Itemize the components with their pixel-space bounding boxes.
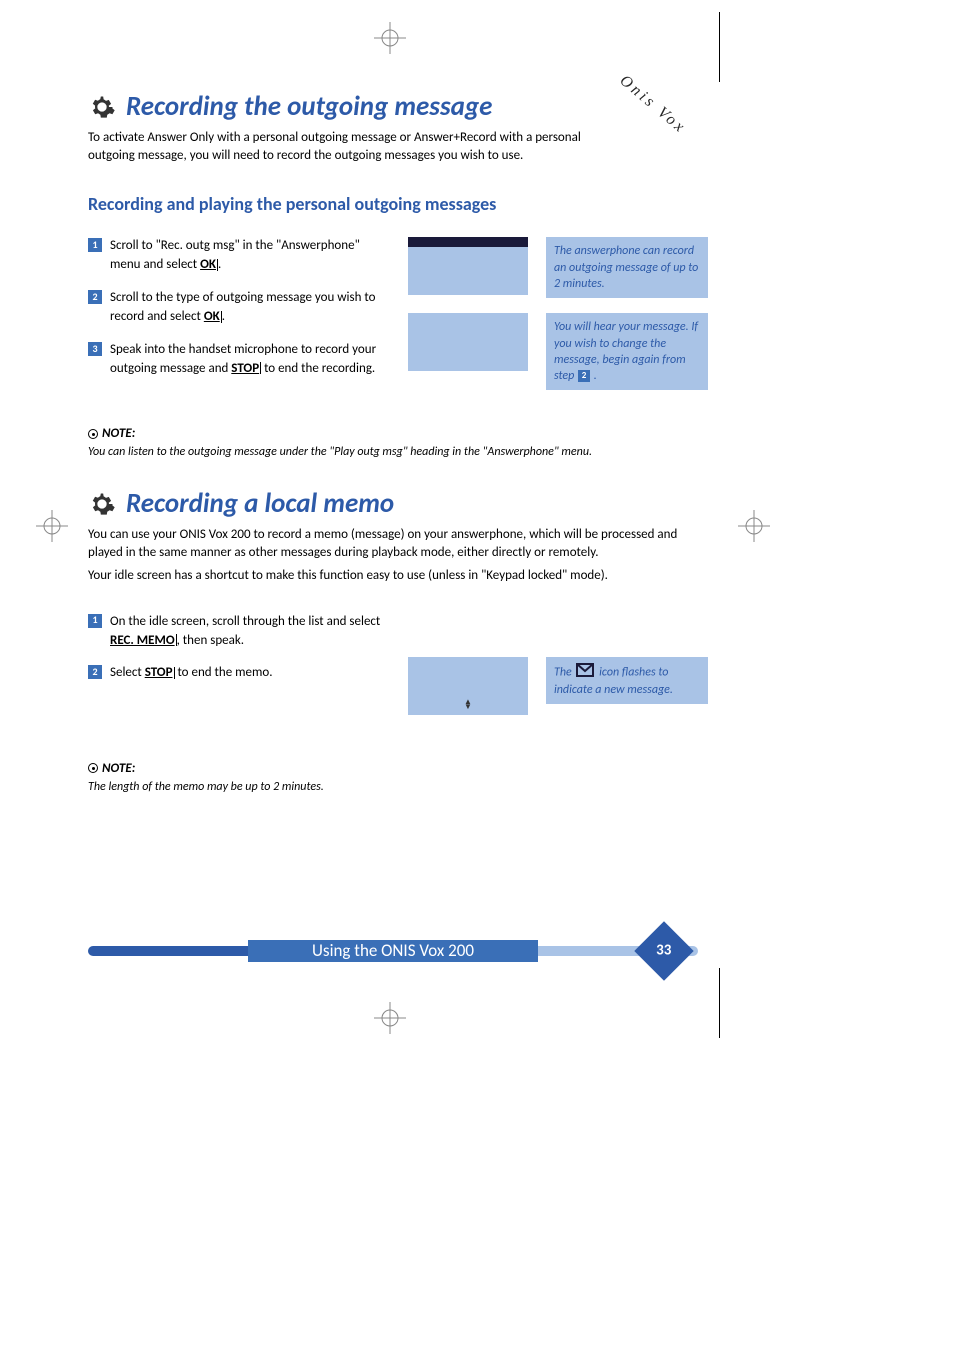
step-number: 1 — [88, 238, 102, 252]
note-body: The length of the memo may be up to 2 mi… — [88, 780, 708, 794]
step: 3 Speak into the handset microphone to r… — [88, 341, 388, 379]
step-number: 1 — [88, 614, 102, 628]
scroll-indicator-icon: ▲▼ — [464, 700, 472, 711]
crop-mark-bottom — [374, 1002, 406, 1034]
section2-intro2: Your idle screen has a shortcut to make … — [88, 567, 698, 585]
crop-mark-right — [738, 510, 770, 542]
side-note: The answerphone can record an outgoing m… — [546, 237, 708, 298]
page-number-badge: 33 — [634, 921, 693, 980]
gear-icon — [88, 490, 116, 518]
section2-steps: 1 On the idle screen, scroll through the… — [88, 613, 388, 733]
trim-line — [719, 968, 720, 1038]
note-icon — [88, 763, 98, 773]
note-body: You can listen to the outgoing message u… — [88, 445, 708, 459]
gear-icon — [88, 93, 116, 121]
section2-intro1: You can use your ONIS Vox 200 to record … — [88, 526, 698, 562]
section1-intro: To activate Answer Only with a personal … — [88, 129, 588, 165]
side-note: The icon flashes to indicate a new messa… — [546, 657, 708, 704]
note-label: NOTE: — [88, 426, 708, 441]
section1-steps: 1 Scroll to "Rec. outg msg" in the "Answ… — [88, 237, 388, 398]
crop-mark-left — [36, 510, 68, 542]
step-number: 3 — [88, 342, 102, 356]
step-number: 2 — [88, 665, 102, 679]
device-screen-illustration — [408, 313, 528, 371]
step: 1 Scroll to "Rec. outg msg" in the "Answ… — [88, 237, 388, 275]
device-screen-illustration: ▲▼ — [408, 657, 528, 715]
crop-mark-top — [374, 22, 406, 54]
note-icon — [88, 429, 98, 439]
section1-subtitle: Recording and playing the personal outgo… — [88, 193, 708, 215]
section1-title: Recording the outgoing message — [126, 90, 492, 123]
step: 2 Select STOP to end the memo. — [88, 664, 388, 683]
step: 1 On the idle screen, scroll through the… — [88, 613, 388, 651]
note-label: NOTE: — [88, 761, 708, 776]
page-footer: Using the ONIS Vox 200 33 — [88, 940, 698, 962]
side-note: You will hear your message. If you wish … — [546, 313, 708, 390]
envelope-icon — [576, 663, 594, 682]
device-screen-illustration — [408, 237, 528, 295]
trim-line — [719, 12, 720, 82]
section2-title: Recording a local memo — [126, 487, 394, 520]
footer-title: Using the ONIS Vox 200 — [248, 940, 538, 962]
step: 2 Scroll to the type of outgoing message… — [88, 289, 388, 327]
step-number: 2 — [88, 290, 102, 304]
